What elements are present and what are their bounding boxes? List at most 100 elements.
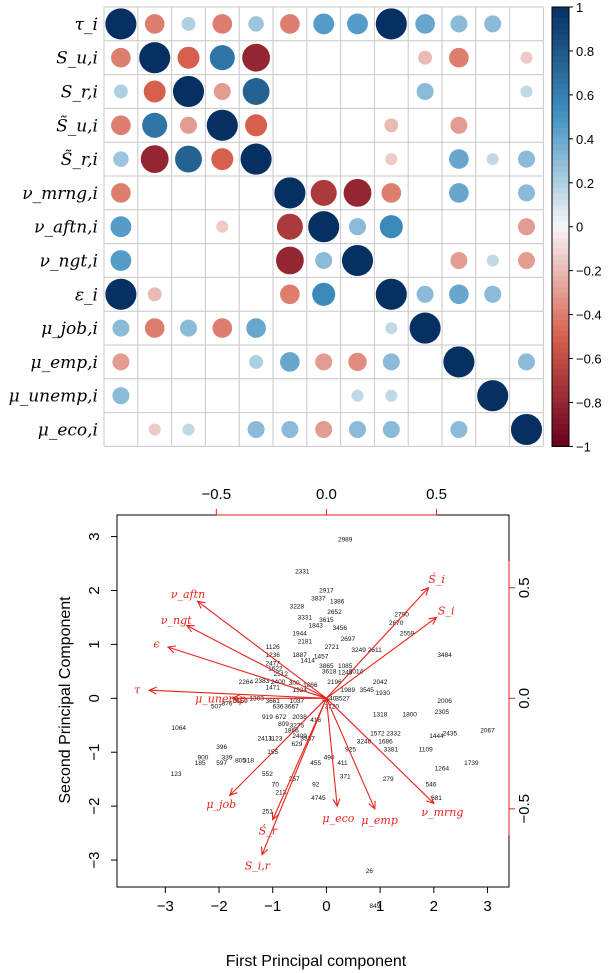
observation-label: 2435 bbox=[443, 730, 458, 737]
observation-label: 1386 bbox=[330, 598, 345, 605]
correlation-circle bbox=[315, 420, 333, 439]
observation-label: 2006 bbox=[437, 698, 452, 705]
correlation-circle bbox=[143, 80, 166, 103]
row-label: ε_i bbox=[75, 285, 98, 305]
row-label: τ_i bbox=[75, 15, 98, 35]
colorbar-segment bbox=[552, 248, 569, 255]
top-tick-label: −0.5 bbox=[202, 486, 232, 503]
loading-label: S_i,r bbox=[245, 860, 271, 873]
colorbar-tick-label: −1 bbox=[576, 439, 591, 454]
observation-label: 1064 bbox=[172, 725, 187, 732]
loading-arrowhead bbox=[196, 600, 206, 609]
observation-label: 251 bbox=[262, 809, 273, 816]
correlation-circle bbox=[449, 149, 469, 169]
observation-label: 876 bbox=[222, 701, 233, 708]
observation-label: 3527 bbox=[335, 695, 350, 702]
colorbar-segment bbox=[552, 215, 569, 222]
row-label: ν_ngt,i bbox=[40, 252, 98, 272]
correlation-circle bbox=[211, 148, 234, 171]
observation-label: 1686 bbox=[378, 738, 393, 745]
colorbar-segment bbox=[552, 259, 569, 266]
correlation-circle bbox=[517, 251, 536, 270]
correlation-circle bbox=[139, 42, 171, 74]
colorbar-segment bbox=[552, 402, 569, 409]
correlation-circle bbox=[517, 218, 536, 236]
colorbar-segment bbox=[552, 56, 569, 63]
colorbar-segment bbox=[552, 199, 569, 206]
observation-label: 3381 bbox=[384, 747, 399, 754]
correlation-circle bbox=[315, 251, 333, 270]
observation-label: 3159 bbox=[233, 698, 248, 705]
colorbar-segment bbox=[552, 353, 569, 360]
observation-label: 455 bbox=[310, 760, 321, 767]
correlation-circle bbox=[216, 220, 229, 233]
row-label: S_r,i bbox=[61, 83, 98, 103]
correlation-circle bbox=[375, 8, 407, 40]
observation-label: 257 bbox=[289, 776, 300, 783]
observation-label: 2181 bbox=[298, 639, 313, 646]
observation-label: 3248 bbox=[357, 738, 372, 745]
observation-label: 1264 bbox=[435, 765, 450, 772]
observation-label: 1236 bbox=[265, 652, 280, 659]
correlation-circle bbox=[416, 285, 434, 303]
colorbar-tick-label: −0.6 bbox=[576, 352, 602, 367]
colorbar-segment bbox=[552, 385, 569, 393]
loading-arrowhead bbox=[185, 624, 195, 633]
colorbar-segment bbox=[552, 133, 569, 140]
colorbar-segment bbox=[552, 232, 569, 239]
colorbar-segment bbox=[552, 116, 569, 123]
colorbar-segment bbox=[552, 309, 569, 316]
correlation-circle bbox=[517, 353, 536, 371]
top-tick-label: 0.0 bbox=[316, 486, 337, 503]
correlation-circle bbox=[449, 47, 469, 68]
correlation-circle bbox=[450, 420, 468, 439]
correlation-circle bbox=[416, 82, 434, 101]
colorbar-segment bbox=[552, 17, 569, 25]
colorbar-segment bbox=[552, 440, 569, 447]
x-axis-label: First Principal component bbox=[226, 953, 407, 970]
x-tick-label: −1 bbox=[264, 898, 281, 915]
observation-label: 1930 bbox=[376, 690, 391, 697]
colorbar-segment bbox=[552, 188, 569, 195]
loading-label: ν_aftn bbox=[171, 588, 205, 601]
correlation-circle bbox=[351, 389, 364, 402]
colorbar-segment bbox=[552, 418, 569, 426]
observation-label: 636 bbox=[273, 703, 284, 710]
observation-label: 3837 bbox=[311, 596, 326, 603]
observation-label: 1248 bbox=[338, 669, 353, 676]
correlation-circle bbox=[510, 413, 543, 446]
colorbar-segment bbox=[552, 204, 569, 211]
correlation-circle bbox=[477, 380, 509, 412]
observation-label: 809 bbox=[278, 721, 289, 728]
row-label: μ_eco,i bbox=[38, 421, 98, 441]
colorbar-tick-label: 0.6 bbox=[576, 88, 594, 103]
x-tick-label: −2 bbox=[210, 898, 227, 915]
observation-label: 1843 bbox=[308, 623, 323, 630]
correlation-circle bbox=[312, 282, 336, 306]
observation-label: 2331 bbox=[295, 569, 310, 576]
colorbar-segment bbox=[552, 39, 569, 47]
correlation-circle bbox=[484, 285, 502, 303]
observation-label: 919 bbox=[262, 714, 273, 721]
loading-arrowhead bbox=[428, 616, 438, 625]
colorbar-segment bbox=[552, 276, 569, 283]
correlation-circle bbox=[142, 112, 168, 138]
loading-label: Ś_i bbox=[428, 572, 445, 586]
correlation-circle bbox=[148, 423, 161, 436]
observation-label: 672 bbox=[275, 714, 286, 721]
colorbar-segment bbox=[552, 111, 569, 118]
correlation-circle bbox=[113, 84, 128, 99]
y-tick-label: 3 bbox=[86, 532, 103, 540]
observation-label: 1800 bbox=[402, 712, 417, 719]
observation-label: 1085 bbox=[338, 663, 353, 670]
correlation-circle bbox=[517, 184, 536, 202]
correlation-circle bbox=[206, 109, 238, 141]
colorbar-tick-label: −0.2 bbox=[576, 264, 602, 279]
correlation-circle bbox=[347, 13, 368, 35]
observation-label: 2383 bbox=[255, 678, 270, 685]
colorbar-segment bbox=[552, 105, 569, 112]
correlation-circle bbox=[209, 45, 235, 71]
top-tick-label: 0.5 bbox=[426, 486, 447, 503]
observation-label: 1866 bbox=[303, 682, 318, 689]
correlation-circle bbox=[181, 16, 196, 31]
